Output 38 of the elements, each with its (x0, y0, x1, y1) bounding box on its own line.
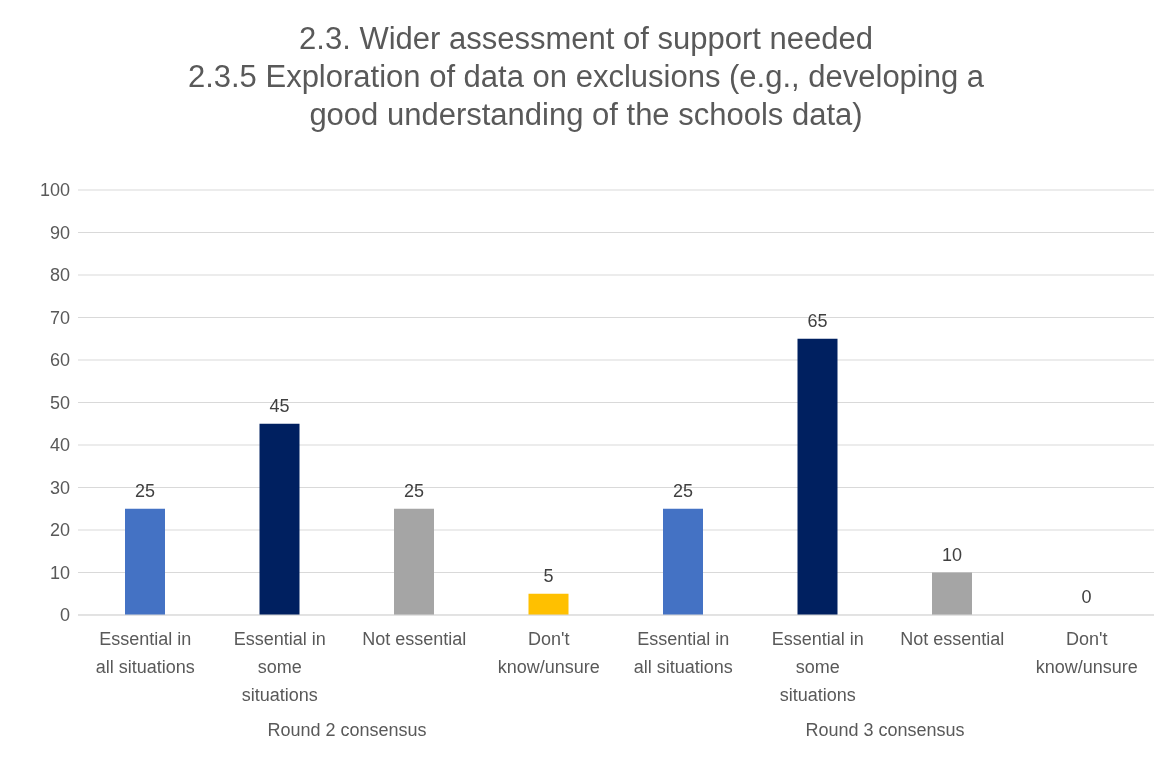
x-tick-label: Essential in some situations (771, 629, 864, 705)
bar (797, 338, 838, 615)
data-label: 10 (941, 544, 963, 565)
x-tick-label: Essential in some situations (233, 629, 326, 705)
x-tick-label: Don't know/unsure (1035, 629, 1138, 677)
data-label: 25 (134, 480, 156, 501)
data-label: 25 (403, 480, 425, 501)
x-tick-label: Essential in all situations (633, 629, 733, 677)
y-tick-label: 60 (49, 350, 70, 371)
text: Round 3 consensus (804, 720, 966, 741)
data-label: 65 (807, 310, 828, 331)
y-tick-label: 90 (49, 222, 70, 243)
y-tick-label: 30 (49, 477, 70, 498)
data-label: 25 (672, 480, 694, 501)
x-tick-label: Not essential (900, 629, 1005, 649)
data-label: 5 (543, 565, 554, 586)
y-tick-label: 10 (49, 562, 70, 583)
bar (663, 508, 703, 615)
x-tick-label: Essential in all situations (95, 629, 195, 677)
y-tick-label: 70 (49, 307, 70, 328)
bar (125, 508, 165, 615)
y-tick-label: 40 (49, 435, 70, 456)
text: Round 2 consensus (266, 720, 428, 741)
data-label: 0 (1081, 587, 1092, 607)
bar (259, 423, 300, 615)
y-tick-label: 80 (49, 265, 70, 286)
y-tick-label: 0 (59, 605, 70, 626)
chart-title: 2.3. Wider assessment of support needed (298, 20, 874, 58)
x-tick-label: Don't know/unsure (497, 629, 600, 677)
y-tick-label: 20 (49, 520, 70, 541)
chart-subtitle: 2.3.5 Exploration of data on exclusions (e.g., developing a good understanding of the schools data) (186, 58, 986, 134)
bar (528, 593, 569, 615)
x-tick-label: Not essential (362, 629, 467, 649)
bar (394, 508, 434, 615)
data-label: 45 (269, 395, 290, 416)
bar (932, 572, 972, 615)
y-tick-label: 50 (49, 392, 70, 413)
y-tick-label: 100 (39, 180, 70, 201)
